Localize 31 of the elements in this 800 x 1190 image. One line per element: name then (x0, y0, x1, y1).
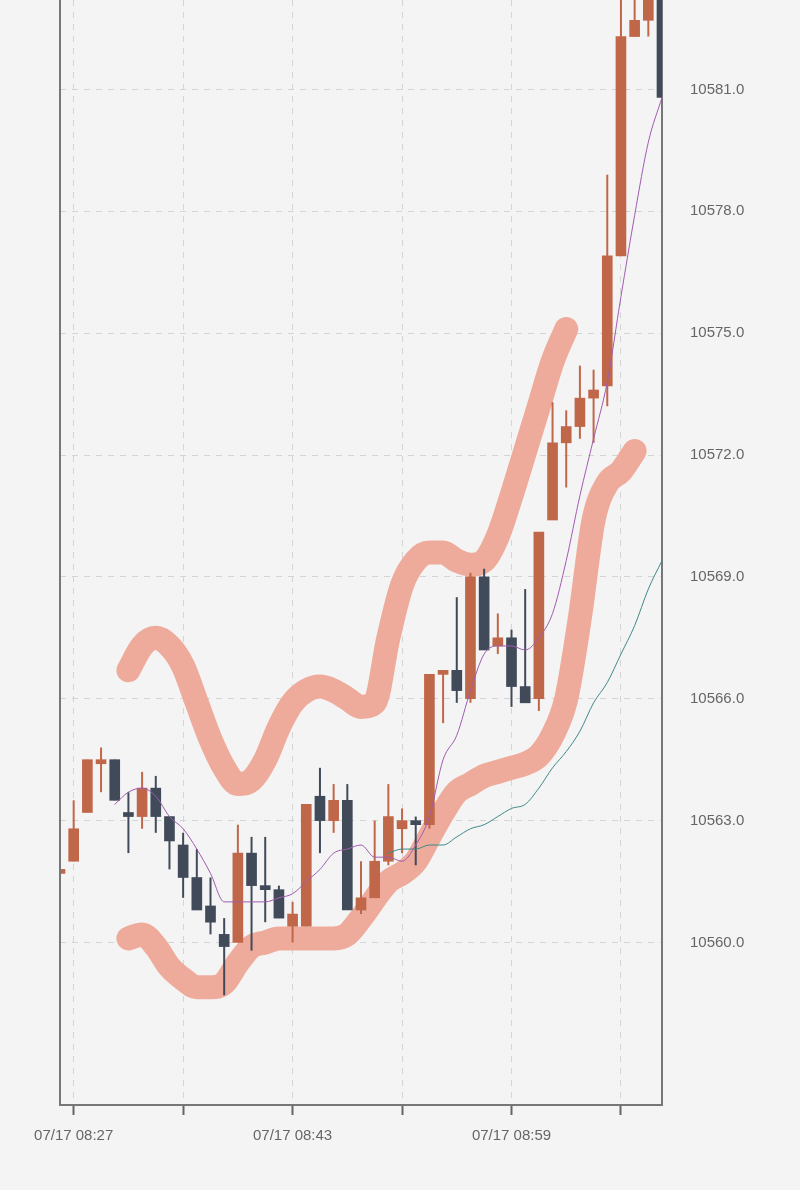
y-tick-label: 10575.0 (690, 323, 745, 341)
candlestick (123, 791, 134, 855)
candlestick (588, 368, 599, 444)
candlestick (492, 612, 504, 656)
candlestick (259, 835, 271, 924)
y-tick-label: 10581.0 (690, 79, 745, 97)
x-tick-label: 07/17 08:43 (252, 1126, 333, 1144)
y-tick-label: 10560.0 (690, 932, 745, 950)
candlestick (410, 815, 422, 867)
candlestick (437, 669, 449, 725)
line-series (114, 97, 663, 903)
candlestick (218, 917, 230, 997)
y-tick-label: 10578.0 (690, 201, 745, 219)
candlestick (355, 860, 367, 916)
candlestick (451, 596, 463, 704)
line-series (387, 560, 663, 854)
candlestick (95, 746, 107, 794)
y-tick-label: 10563.0 (690, 810, 745, 828)
x-tick-label: 07/17 08:59 (471, 1126, 552, 1144)
y-tick-label: 10572.0 (690, 445, 745, 463)
candlestick (396, 807, 408, 855)
candlestick (519, 588, 531, 704)
candlestick (287, 900, 298, 944)
candlestick (560, 409, 572, 489)
candlestick (328, 783, 339, 834)
candlestick (205, 876, 216, 936)
x-tick-label: 07/17 08:27 (34, 1126, 114, 1144)
candlestick (642, 0, 654, 38)
y-tick-label: 10569.0 (690, 567, 745, 585)
y-tick-label: 10566.0 (690, 688, 745, 706)
candlestick (629, 0, 640, 38)
